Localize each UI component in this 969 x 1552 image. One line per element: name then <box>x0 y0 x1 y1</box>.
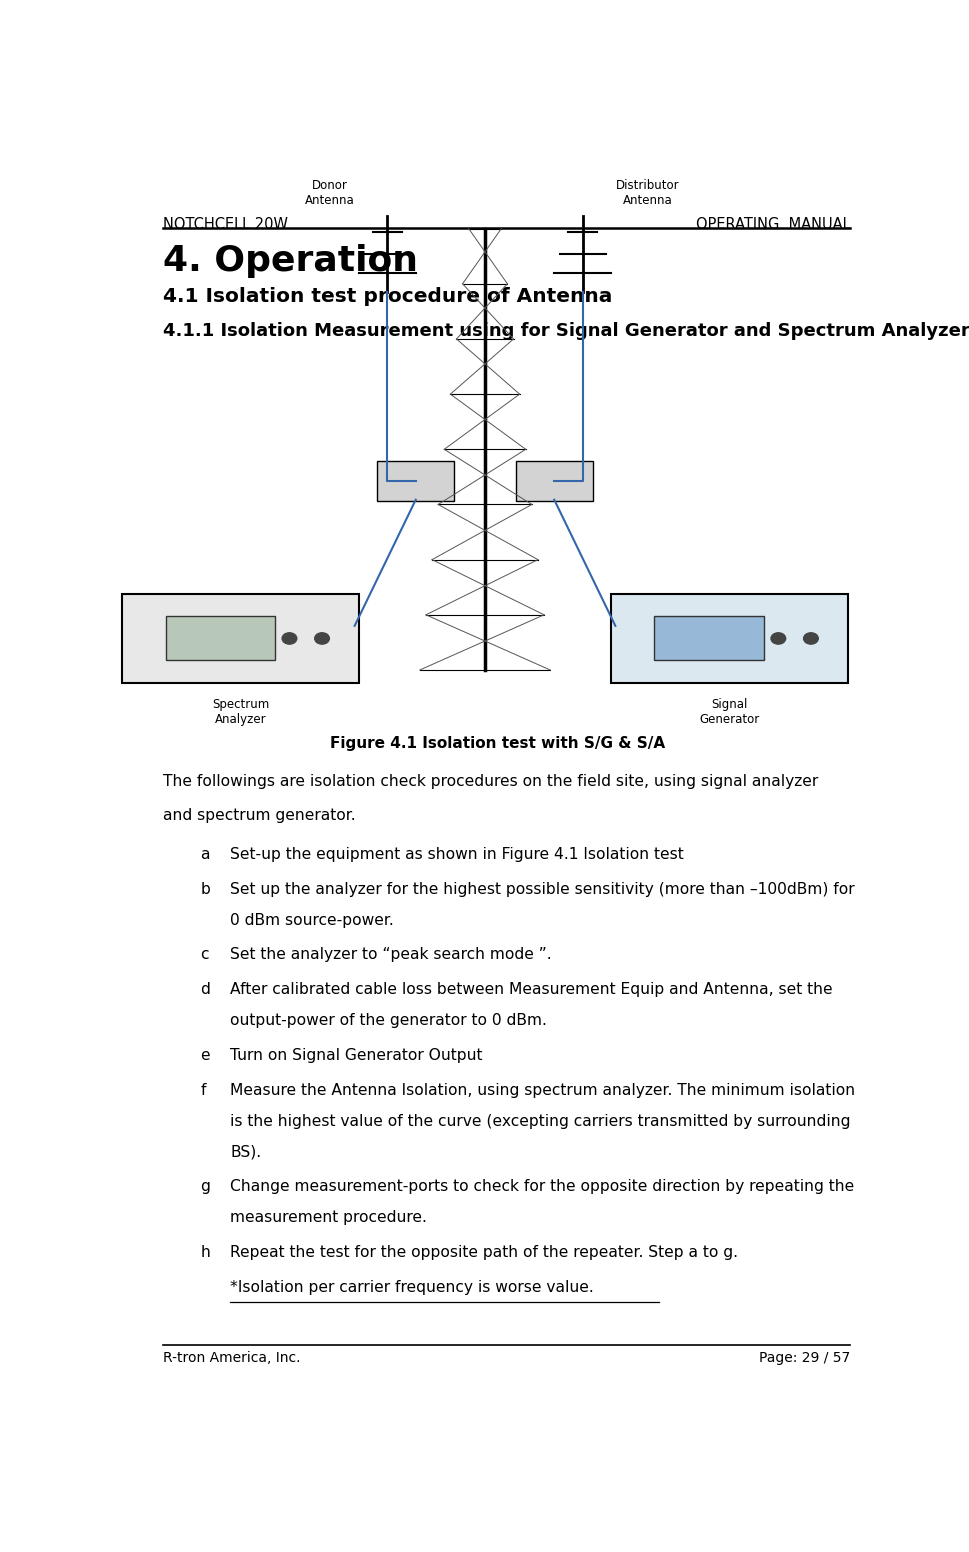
Text: a: a <box>200 847 209 861</box>
Text: Change measurement-ports to check for the opposite direction by repeating the: Change measurement-ports to check for th… <box>230 1180 854 1195</box>
Text: Set the analyzer to “peak search mode ”.: Set the analyzer to “peak search mode ”. <box>230 947 551 962</box>
Circle shape <box>282 633 297 644</box>
FancyBboxPatch shape <box>166 616 274 660</box>
Text: 4. Operation: 4. Operation <box>163 244 418 278</box>
Text: The followings are isolation check procedures on the field site, using signal an: The followings are isolation check proce… <box>163 774 817 790</box>
FancyBboxPatch shape <box>516 461 592 501</box>
Circle shape <box>802 633 818 644</box>
FancyBboxPatch shape <box>122 594 359 683</box>
Text: c: c <box>200 947 208 962</box>
Text: Set up the analyzer for the highest possible sensitivity (more than –100dBm) for: Set up the analyzer for the highest poss… <box>230 882 854 897</box>
FancyBboxPatch shape <box>654 616 763 660</box>
Text: NOTCHCELL 20W: NOTCHCELL 20W <box>163 217 287 231</box>
Text: measurement procedure.: measurement procedure. <box>230 1211 426 1226</box>
Text: Figure 4.1 Isolation test with S/G & S/A: Figure 4.1 Isolation test with S/G & S/A <box>329 736 664 751</box>
Text: 4.1.1 Isolation Measurement using for Signal Generator and Spectrum Analyzer.: 4.1.1 Isolation Measurement using for Si… <box>163 323 969 340</box>
Text: e: e <box>200 1048 209 1063</box>
Text: Donor
Antenna: Donor Antenna <box>305 178 355 206</box>
Text: Repeat the test for the opposite path of the repeater. Step a to g.: Repeat the test for the opposite path of… <box>230 1245 737 1260</box>
Text: g: g <box>200 1180 210 1195</box>
Text: Signal
Generator: Signal Generator <box>699 698 759 726</box>
Text: Set-up the equipment as shown in Figure 4.1 Isolation test: Set-up the equipment as shown in Figure … <box>230 847 683 861</box>
Text: Distributor
Antenna: Distributor Antenna <box>615 178 679 206</box>
Text: Page: 29 / 57: Page: 29 / 57 <box>759 1352 850 1366</box>
Text: is the highest value of the curve (excepting carriers transmitted by surrounding: is the highest value of the curve (excep… <box>230 1114 850 1128</box>
Text: b: b <box>200 882 210 897</box>
Text: d: d <box>200 982 210 996</box>
Text: 4.1 Isolation test procedure of Antenna: 4.1 Isolation test procedure of Antenna <box>163 287 611 306</box>
FancyBboxPatch shape <box>610 594 847 683</box>
Text: After calibrated cable loss between Measurement Equip and Antenna, set the: After calibrated cable loss between Meas… <box>230 982 832 996</box>
Text: BS).: BS). <box>230 1145 261 1159</box>
Text: Spectrum
Analyzer: Spectrum Analyzer <box>211 698 269 726</box>
Text: *Isolation per carrier frequency is worse value.: *Isolation per carrier frequency is wors… <box>230 1280 593 1294</box>
Text: h: h <box>200 1245 210 1260</box>
Text: f: f <box>200 1083 205 1097</box>
Text: R-tron America, Inc.: R-tron America, Inc. <box>163 1352 299 1366</box>
Text: Turn on Signal Generator Output: Turn on Signal Generator Output <box>230 1048 483 1063</box>
FancyBboxPatch shape <box>377 461 453 501</box>
Text: Measure the Antenna Isolation, using spectrum analyzer. The minimum isolation: Measure the Antenna Isolation, using spe… <box>230 1083 855 1097</box>
Text: and spectrum generator.: and spectrum generator. <box>163 807 355 823</box>
Circle shape <box>770 633 785 644</box>
Text: OPERATING  MANUAL: OPERATING MANUAL <box>695 217 850 231</box>
Text: output-power of the generator to 0 dBm.: output-power of the generator to 0 dBm. <box>230 1013 547 1029</box>
Circle shape <box>314 633 329 644</box>
Text: 0 dBm source-power.: 0 dBm source-power. <box>230 913 393 928</box>
